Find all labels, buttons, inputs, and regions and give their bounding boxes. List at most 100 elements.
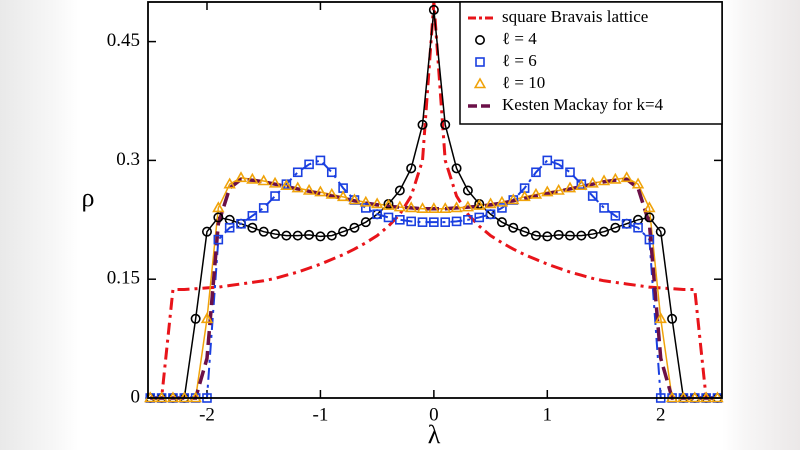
marker-square (292, 167, 303, 178)
marker-square (497, 203, 507, 213)
marker-triangle (302, 183, 316, 195)
marker-triangle (654, 312, 667, 324)
marker-square (451, 216, 462, 227)
marker-square (463, 215, 473, 225)
marker-triangle (529, 187, 543, 199)
marker-square (475, 57, 485, 67)
marker-square (224, 222, 235, 233)
legend-label: ℓ = 6 (502, 51, 537, 70)
marker-circle (599, 226, 610, 237)
marker-circle (587, 229, 598, 240)
marker-square (383, 212, 394, 223)
marker-circle (576, 230, 587, 241)
marker-triangle (393, 200, 407, 212)
marker-square (417, 217, 428, 227)
marker-triangle (325, 187, 338, 199)
marker-circle (644, 212, 655, 223)
marker-triangle (212, 201, 225, 213)
marker-triangle (314, 185, 327, 197)
marker-triangle (359, 195, 372, 207)
marker-triangle (495, 195, 509, 207)
marker-circle (530, 230, 541, 241)
marker-circle (304, 229, 315, 240)
x-tick-label: -1 (313, 404, 329, 425)
marker-circle (394, 185, 405, 196)
marker-square (258, 203, 269, 213)
y-tick-label: 0.3 (116, 149, 140, 170)
background-blur (722, 0, 800, 450)
marker-triangle (473, 77, 487, 89)
marker-triangle (620, 171, 633, 183)
marker-square (565, 167, 575, 178)
background-blur (0, 0, 78, 450)
marker-triangle (609, 172, 622, 184)
marker-square (270, 191, 280, 201)
marker-triangle (450, 201, 463, 213)
marker-triangle (370, 197, 384, 209)
x-tick-label: 2 (656, 404, 666, 425)
marker-circle (519, 226, 530, 237)
marker-circle (610, 222, 621, 233)
marker-circle (349, 222, 360, 233)
marker-square (213, 234, 224, 245)
marker-triangle (280, 179, 293, 191)
marker-triangle (586, 176, 599, 188)
marker-square (633, 222, 643, 233)
marker-triangle (484, 197, 497, 209)
marker-triangle (427, 202, 441, 214)
marker-triangle (291, 181, 304, 193)
marker-circle (315, 231, 326, 242)
y-tick-label: 0.15 (107, 268, 140, 289)
marker-triangle (597, 174, 611, 186)
marker-square (440, 217, 451, 227)
marker-circle (326, 230, 337, 241)
marker-square (361, 203, 371, 213)
marker-triangle (405, 201, 418, 213)
marker-triangle (541, 185, 554, 197)
marker-circle (190, 313, 201, 324)
marker-square (247, 211, 258, 221)
marker-triangle (348, 193, 361, 205)
marker-triangle (257, 174, 270, 186)
marker-circle (406, 163, 417, 174)
marker-square (474, 212, 485, 223)
marker-triangle (552, 183, 565, 195)
marker-circle (417, 119, 428, 130)
marker-triangle (200, 312, 214, 324)
marker-square (531, 167, 541, 178)
marker-triangle (246, 172, 259, 184)
marker-square (485, 209, 496, 220)
x-tick-label: -2 (199, 404, 215, 425)
marker-circle (201, 226, 212, 237)
x-tick-label: 0 (429, 404, 439, 425)
marker-circle (270, 229, 281, 240)
x-tick-label: 1 (543, 404, 553, 425)
marker-circle (474, 34, 485, 45)
marker-square (236, 218, 246, 229)
marker-circle (496, 217, 507, 228)
marker-triangle (575, 179, 588, 191)
marker-circle (451, 163, 462, 174)
marker-square (542, 155, 553, 166)
marker-circle (462, 185, 473, 196)
marker-triangle (518, 190, 531, 202)
marker-circle (542, 231, 553, 242)
marker-circle (258, 226, 269, 237)
marker-triangle (631, 177, 645, 189)
marker-triangle (643, 201, 656, 213)
series-line (150, 159, 718, 399)
marker-circle (213, 212, 224, 223)
legend-label: ℓ = 4 (502, 29, 537, 48)
marker-square (429, 217, 439, 227)
marker-triangle (461, 200, 475, 212)
marker-square (610, 211, 621, 221)
marker-triangle (563, 181, 577, 193)
marker-triangle (473, 198, 486, 210)
marker-square (587, 191, 598, 201)
marker-circle (247, 222, 258, 233)
plot-frame (147, 1, 723, 399)
marker-circle (553, 229, 564, 240)
legend-box (459, 1, 723, 125)
marker-square (553, 159, 564, 170)
